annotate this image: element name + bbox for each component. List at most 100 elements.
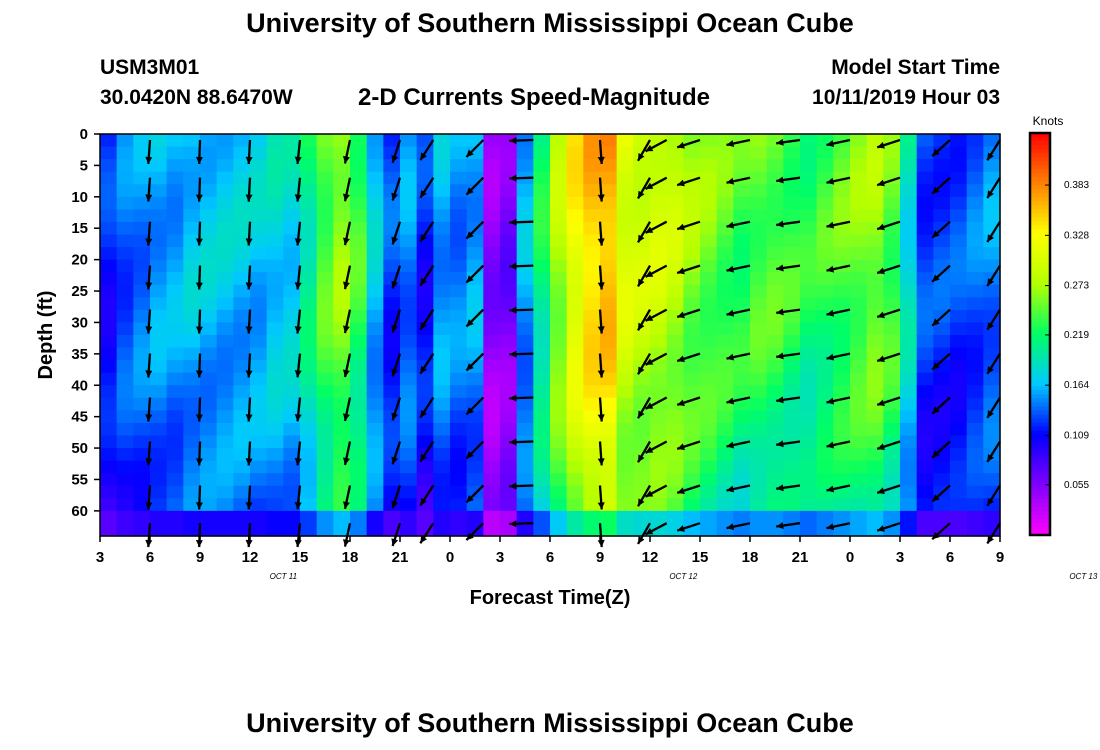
heatmap-cell <box>616 259 634 273</box>
heatmap-cell <box>366 510 384 525</box>
heatmap-cell <box>800 196 818 210</box>
heatmap-cell <box>250 435 268 449</box>
heatmap-cell <box>650 196 668 210</box>
heatmap-cell <box>516 284 534 298</box>
heatmap-cell <box>900 372 918 386</box>
heatmap-cell <box>500 422 518 437</box>
heatmap-cell <box>800 309 818 324</box>
heatmap-cell <box>816 410 834 424</box>
heatmap-cell <box>583 335 601 349</box>
heatmap-cell <box>850 485 868 499</box>
colorbar-band <box>1030 245 1050 251</box>
heatmap-cell <box>366 473 384 487</box>
heatmap-cell <box>416 322 434 336</box>
heatmap-cell <box>916 297 934 311</box>
current-arrowhead <box>420 535 427 544</box>
footer-title: University of Southern Mississippi Ocean… <box>246 708 854 738</box>
heatmap-cell <box>650 322 668 336</box>
heatmap-cell <box>983 196 1001 210</box>
heatmap-cell <box>683 284 701 298</box>
x-tick-label: 6 <box>946 549 954 566</box>
heatmap-cell <box>666 435 684 449</box>
heatmap-cell <box>783 498 801 512</box>
heatmap-cell <box>550 435 568 449</box>
colorbar-band <box>1030 346 1050 351</box>
heatmap-cell <box>666 473 684 487</box>
heatmap-cell <box>300 209 318 223</box>
heatmap-cell <box>333 397 351 411</box>
heatmap-cell <box>800 360 818 374</box>
x-tick-label: 12 <box>642 549 659 566</box>
heatmap-cell <box>400 159 418 173</box>
colorbar-band <box>1030 446 1050 452</box>
heatmap-cell <box>333 247 351 261</box>
heatmap-cell <box>783 322 801 336</box>
heatmap-cell <box>516 234 534 248</box>
heatmap-cell <box>400 360 418 374</box>
heatmap-cell <box>766 234 784 248</box>
heatmap-cell <box>150 247 168 261</box>
heatmap-cell <box>150 372 168 386</box>
heatmap-cell <box>283 309 301 324</box>
colorbar-band <box>1030 410 1050 415</box>
heatmap-cell <box>966 372 984 386</box>
heatmap-cell <box>883 297 901 311</box>
current-arrowhead <box>195 540 203 548</box>
heatmap-cell <box>450 473 468 487</box>
current-arrowhead <box>776 220 784 228</box>
heatmap-cell <box>466 410 484 424</box>
heatmap-cell <box>750 234 768 248</box>
heatmap-cell <box>900 410 918 424</box>
heatmap-cell <box>733 209 751 223</box>
heatmap-cell <box>266 372 284 386</box>
heatmap-cell <box>166 209 184 223</box>
heatmap-cell <box>150 159 168 173</box>
heatmap-cell <box>233 385 251 399</box>
heatmap-cell <box>583 473 601 487</box>
y-tick-label: 45 <box>71 409 88 426</box>
heatmap-cell <box>583 184 601 198</box>
heatmap-cell <box>350 347 368 361</box>
heatmap-cell <box>300 297 318 311</box>
heatmap-cell <box>650 209 668 223</box>
heatmap-cell <box>866 385 884 399</box>
heatmap-cell <box>500 297 518 311</box>
heatmap-cell <box>950 372 968 386</box>
heatmap-cell <box>250 372 268 386</box>
heatmap-cell <box>233 322 251 336</box>
current-arrowhead <box>645 182 654 189</box>
heatmap-cell <box>900 209 918 223</box>
heatmap-cell <box>700 523 718 537</box>
heatmap-cell <box>883 460 901 474</box>
heatmap-cell <box>716 146 734 160</box>
heatmap-cell <box>200 397 218 411</box>
heatmap-cell <box>850 473 868 487</box>
heatmap-cell <box>100 435 118 449</box>
heatmap-cell <box>800 322 818 336</box>
heatmap-cell <box>566 360 584 374</box>
heatmap-cell <box>366 134 384 148</box>
heatmap-cell <box>666 347 684 361</box>
heatmap-cell <box>500 259 518 273</box>
heatmap-cell <box>383 498 401 512</box>
heatmap-cell <box>116 259 134 273</box>
heatmap-cell <box>150 435 168 449</box>
heatmap-cell <box>283 196 301 210</box>
heatmap-cell <box>400 335 418 349</box>
heatmap-cell <box>150 498 168 512</box>
heatmap-cell <box>950 146 968 160</box>
heatmap-cell <box>133 473 151 487</box>
heatmap-cell <box>916 184 934 198</box>
heatmap-cell <box>916 134 934 148</box>
heatmap-cell <box>883 209 901 223</box>
heatmap-cell <box>233 247 251 261</box>
current-arrowhead <box>726 221 735 229</box>
heatmap-cell <box>266 221 284 236</box>
heatmap-cell <box>183 134 201 148</box>
colorbar-band <box>1030 438 1050 444</box>
heatmap-cell <box>366 523 384 537</box>
heatmap-cell <box>716 284 734 298</box>
heatmap-cell <box>400 385 418 399</box>
heatmap-cell <box>900 259 918 273</box>
heatmap-cell <box>833 209 851 223</box>
